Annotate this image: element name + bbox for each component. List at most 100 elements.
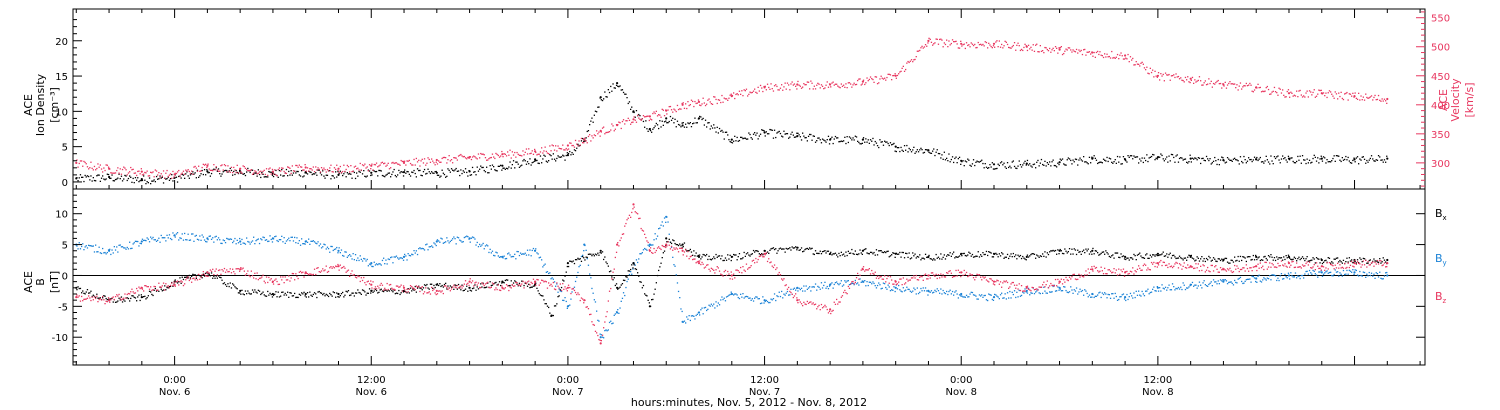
bx-dot — [886, 250, 888, 253]
bx-dot — [709, 258, 711, 260]
by-dot — [851, 282, 853, 284]
density-dot — [967, 158, 969, 160]
velocity-dot — [342, 170, 344, 173]
bx-point — [730, 255, 733, 258]
density-dot — [312, 173, 314, 175]
density-dot — [474, 171, 476, 173]
velocity-dot — [837, 85, 839, 87]
bx-dot — [980, 254, 982, 256]
density-dot — [1011, 161, 1013, 163]
density-dot — [990, 166, 992, 168]
bx-dot — [224, 284, 227, 286]
bx-dot — [790, 249, 792, 251]
velocity-dot — [978, 44, 981, 46]
by-dot — [955, 290, 957, 292]
bx-dot — [1263, 256, 1265, 258]
velocity-dot — [1210, 80, 1212, 82]
density-point — [992, 163, 996, 166]
bz-dot — [295, 273, 297, 275]
by-dot — [1269, 275, 1271, 277]
velocity-dot — [685, 103, 687, 105]
by-dot — [571, 291, 573, 293]
bx-dot — [523, 284, 525, 287]
density-dot — [143, 175, 145, 177]
velocity-dot — [319, 171, 322, 173]
density-dot — [631, 106, 633, 108]
bx-dot — [903, 257, 906, 259]
density-dot — [397, 174, 399, 176]
velocity-dot — [477, 153, 480, 155]
velocity-dot — [850, 83, 852, 85]
density-dot — [426, 172, 428, 175]
by-dot — [209, 235, 211, 237]
bx-dot — [702, 253, 704, 256]
density-dot — [573, 149, 576, 151]
by-dot — [1241, 280, 1243, 283]
bx-dot — [456, 288, 458, 290]
by-dot — [172, 232, 174, 234]
by-dot — [230, 238, 233, 240]
by-dot — [155, 240, 158, 242]
density-dot — [337, 170, 339, 173]
by-point — [370, 262, 373, 265]
by-dot — [542, 266, 544, 268]
density-dot — [1015, 167, 1017, 169]
density-dot — [125, 175, 127, 177]
density-dot — [685, 123, 687, 125]
velocity-dot — [265, 168, 268, 170]
velocity-dot — [318, 168, 320, 170]
by-dot — [1031, 292, 1033, 294]
velocity-dot — [150, 171, 152, 173]
bx-dot — [662, 252, 664, 254]
bz-dot — [164, 289, 166, 291]
density-dot — [1118, 161, 1120, 163]
density-dot — [788, 137, 790, 139]
by-dot — [323, 243, 325, 245]
by-dot — [752, 300, 755, 302]
bx-dot — [236, 288, 238, 290]
bz-dot — [129, 293, 131, 295]
velocity-dot — [631, 121, 633, 124]
velocity-dot — [916, 50, 918, 52]
bx-dot — [1193, 258, 1195, 260]
bx-dot — [384, 289, 386, 291]
by-dot — [240, 243, 242, 245]
velocity-dot — [703, 102, 705, 104]
bx-dot — [419, 287, 421, 289]
bx-dot — [207, 273, 209, 275]
density-dot — [1040, 158, 1043, 161]
by-dot — [661, 221, 663, 223]
by-dot — [1095, 295, 1098, 297]
bx-dot — [661, 257, 663, 259]
by-dot — [1067, 291, 1069, 294]
velocity-dot — [1353, 96, 1355, 98]
velocity-dot — [1127, 53, 1129, 56]
density-dot — [374, 171, 377, 173]
by-dot — [999, 294, 1002, 296]
bx-dot — [627, 270, 629, 272]
bz-dot — [345, 271, 347, 273]
bx-dot — [1180, 257, 1182, 259]
velocity-dot — [350, 165, 352, 167]
density-dot — [155, 175, 158, 178]
by-dot — [687, 318, 689, 320]
density-dot — [1198, 157, 1201, 159]
velocity-dot — [315, 166, 317, 168]
by-dot — [827, 288, 830, 290]
bx-dot — [1011, 256, 1013, 258]
by-dot — [901, 291, 903, 293]
by-dot — [150, 236, 152, 238]
density-dot — [217, 168, 220, 170]
bx-dot — [1202, 260, 1204, 262]
velocity-dot — [488, 158, 490, 160]
bx-dot — [1332, 262, 1334, 264]
density-dot — [1155, 157, 1157, 159]
bx-dot — [701, 256, 703, 258]
bz-dot — [228, 270, 230, 273]
bz-dot — [337, 263, 339, 266]
bx-dot — [772, 247, 775, 249]
by-dot — [1108, 294, 1110, 296]
bx-dot — [677, 244, 680, 247]
bx-dot — [754, 251, 756, 253]
velocity-dot — [145, 172, 147, 174]
